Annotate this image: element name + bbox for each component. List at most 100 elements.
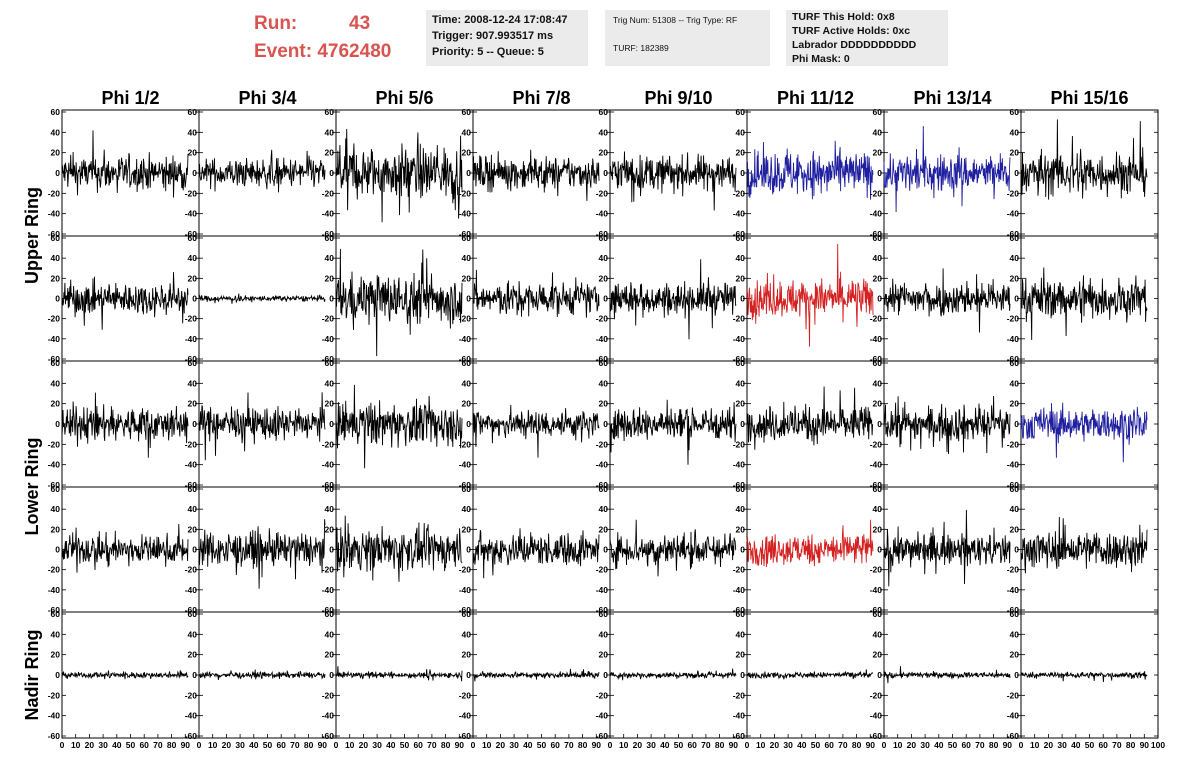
y-tick-label: -40 [1007,209,1020,219]
x-tick-label: 20 [633,740,643,750]
y-tick-label: 0 [192,168,197,178]
y-tick-label: -40 [459,460,472,470]
y-tick-label: 40 [736,378,746,388]
y-tick-label: 0 [1014,670,1019,680]
y-tick-label: 40 [462,504,472,514]
y-tick-label: 20 [325,524,335,534]
x-tick-label: 70 [564,740,574,750]
x-tick-label: 10 [1030,740,1040,750]
y-tick-label: 40 [1010,629,1020,639]
y-tick-label: -40 [185,334,198,344]
waveform-trace [61,670,189,680]
y-tick-label: 60 [188,107,198,117]
y-tick-label: 40 [51,127,61,137]
y-tick-label: -40 [870,711,883,721]
y-tick-label: -20 [733,565,746,575]
y-tick-label: -60 [733,229,746,239]
y-tick-label: -60 [1007,229,1020,239]
y-tick-label: 20 [736,399,746,409]
y-tick-label: 40 [736,253,746,263]
y-tick-label: -60 [322,731,335,741]
y-tick-label: -40 [459,334,472,344]
y-tick-label: -20 [48,565,61,575]
y-tick-label: -20 [1007,314,1020,324]
y-tick-label: 40 [462,253,472,263]
y-tick-label: 0 [740,419,745,429]
x-tick-label: 60 [687,740,697,750]
column-title: Phi 5/6 [375,88,433,108]
x-tick-label: 30 [1057,740,1067,750]
y-tick-label: 20 [873,273,883,283]
waveform-trace [883,268,1011,333]
y-tick-label: -40 [733,460,746,470]
y-tick-label: -60 [733,354,746,364]
waveform-trace [609,259,737,340]
waveform-trace [1020,402,1148,463]
x-tick-label: 20 [907,740,917,750]
y-tick-label: 60 [51,107,61,117]
y-tick-label: -40 [596,711,609,721]
y-tick-label: 40 [599,378,609,388]
y-tick-label: -40 [459,711,472,721]
y-tick-label: -20 [185,188,198,198]
y-tick-label: -20 [733,314,746,324]
y-tick-label: 40 [188,504,198,514]
y-tick-label: 20 [325,273,335,283]
y-tick-label: 0 [877,419,882,429]
y-tick-label: 0 [1014,294,1019,304]
y-tick-label: 0 [603,670,608,680]
y-tick-label: 40 [1010,504,1020,514]
x-tick-label: 20 [222,740,232,750]
y-tick-label: -40 [1007,334,1020,344]
y-tick-label: -60 [459,229,472,239]
y-tick-label: 0 [1014,419,1019,429]
y-tick-label: -60 [733,605,746,615]
y-tick-label: -40 [870,585,883,595]
x-tick-label: 20 [359,740,369,750]
y-tick-label: -60 [185,731,198,741]
y-tick-label: -20 [322,565,335,575]
y-tick-label: 0 [740,294,745,304]
phi-mask-text: Phi Mask: 0 [792,53,850,65]
y-tick-label: -40 [733,334,746,344]
y-tick-label: -60 [459,354,472,364]
y-tick-label: 0 [877,168,882,178]
y-tick-label: 60 [736,609,746,619]
y-tick-label: -20 [596,314,609,324]
y-tick-label: 60 [462,107,472,117]
y-tick-label: -20 [185,314,198,324]
y-tick-label: -20 [596,690,609,700]
y-tick-label: -60 [870,229,883,239]
y-tick-label: 40 [873,378,883,388]
y-tick-label: 60 [188,609,198,619]
x-tick-label: 10 [208,740,218,750]
y-tick-label: 0 [192,670,197,680]
waveform-trace [746,519,874,568]
y-tick-label: 60 [325,358,335,368]
y-tick-label: 0 [192,419,197,429]
x-tick-label: 90 [1140,740,1150,750]
y-tick-label: 60 [736,484,746,494]
x-tick-label: 40 [249,740,259,750]
y-tick-label: 20 [188,273,198,283]
y-tick-label: 0 [740,168,745,178]
x-tick-label: 80 [715,740,725,750]
y-tick-label: 40 [188,629,198,639]
y-tick-label: 40 [462,378,472,388]
x-tick-label: 80 [578,740,588,750]
y-tick-label: 60 [599,233,609,243]
x-tick-label: 0 [882,740,887,750]
y-tick-label: 20 [462,273,472,283]
y-tick-label: -40 [322,460,335,470]
y-tick-label: 20 [1010,273,1020,283]
x-tick-label: 50 [537,740,547,750]
x-tick-label: 90 [729,740,739,750]
y-tick-label: -40 [733,209,746,219]
y-tick-label: 60 [462,233,472,243]
y-tick-label: -20 [596,439,609,449]
x-tick-label: 30 [783,740,793,750]
y-tick-label: -60 [185,605,198,615]
x-tick-label: 0 [1019,740,1024,750]
y-tick-label: 60 [1010,358,1020,368]
waveform-trace [61,272,189,330]
